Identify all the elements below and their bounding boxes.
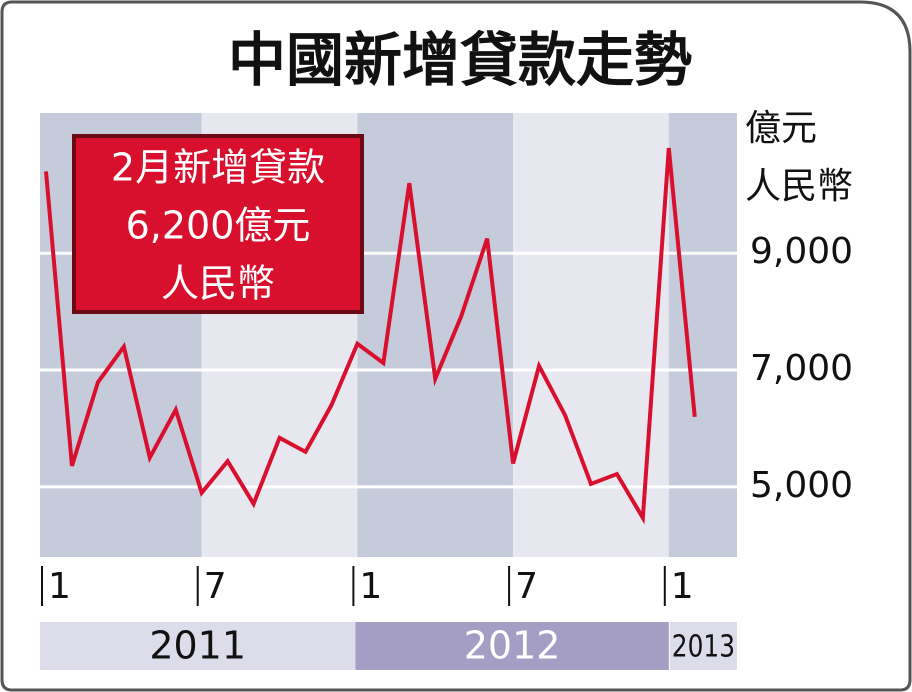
year-band: [355, 622, 669, 670]
x-tick-label: 7: [204, 566, 227, 607]
y-axis-label: 人民幣: [745, 166, 853, 207]
annotation-box: [72, 134, 364, 314]
annotation-text: 人民幣: [161, 262, 275, 306]
year-label: 2011: [149, 624, 246, 668]
y-tick-label: 5,000: [750, 465, 853, 506]
year-band: [669, 622, 737, 670]
background-band: [668, 113, 737, 557]
chart-title: 中國新增貸款走勢: [228, 26, 692, 94]
x-tick-label: 1: [48, 566, 71, 607]
x-tick-label: 1: [671, 566, 694, 607]
background-band: [357, 113, 514, 557]
x-tick-label: 1: [359, 566, 382, 607]
data-line: [44, 147, 697, 525]
year-label: 2012: [464, 624, 561, 668]
annotation-text: 2月新增貸款: [111, 146, 325, 190]
annotation-text: 6,200億元: [126, 204, 311, 248]
y-tick-label: 9,000: [750, 231, 853, 272]
x-tick-label: 7: [515, 566, 538, 607]
y-axis-label: 億元: [745, 108, 817, 149]
y-tick-label: 7,000: [750, 348, 853, 389]
year-band: [40, 622, 356, 670]
year-label: 2013: [672, 630, 735, 665]
